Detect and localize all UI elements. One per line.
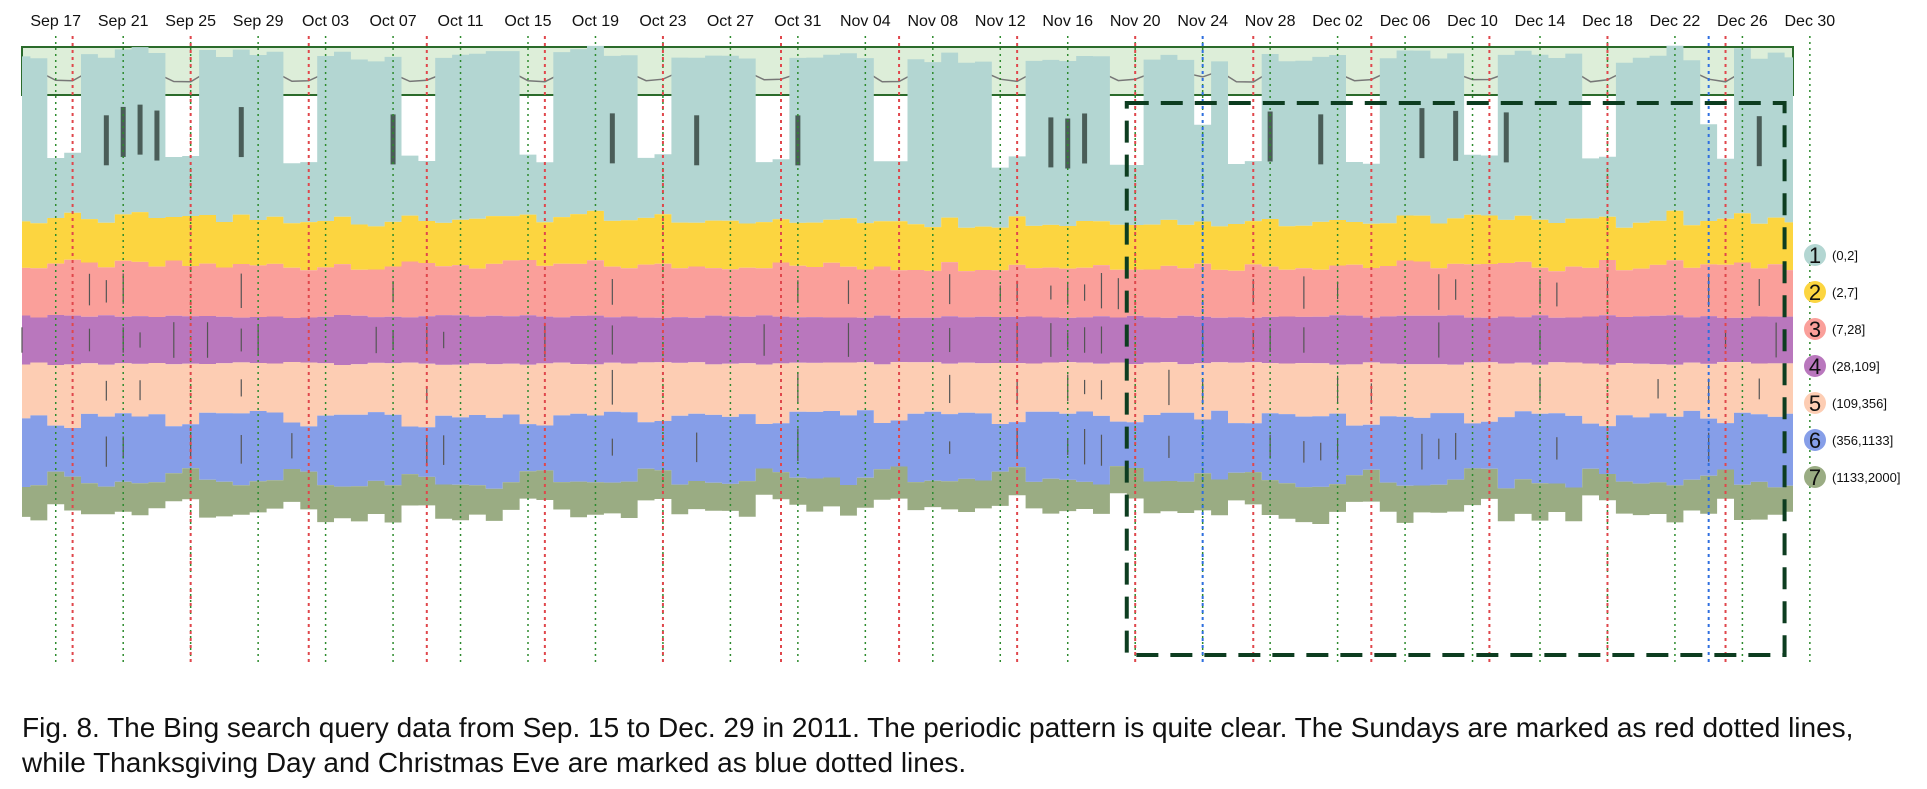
x-tick-label: Nov 04 <box>840 13 891 30</box>
layer-6 <box>22 410 1793 489</box>
stacked-layers <box>22 45 1793 524</box>
box-glyph <box>694 115 700 166</box>
x-tick-label: Nov 28 <box>1245 13 1296 30</box>
figure-caption: Fig. 8. The Bing search query data from … <box>22 712 1854 778</box>
x-tick-label: Oct 23 <box>639 13 686 30</box>
x-tick-label: Dec 02 <box>1312 13 1363 30</box>
layer-5 <box>22 362 1793 428</box>
date-tick-labels: Sep 17 Sep 21 Sep 25 Sep 29 Oct 03 Oct 07 Oct … <box>30 13 1835 30</box>
box-glyph <box>1048 117 1054 168</box>
box-glyph <box>120 106 126 157</box>
x-tick-label: Dec 22 <box>1650 13 1701 30</box>
x-tick-label: Sep 17 <box>30 13 81 30</box>
x-tick-label: Oct 15 <box>504 13 551 30</box>
legend-number: 6 <box>1809 428 1821 453</box>
legend-number: 3 <box>1809 317 1821 342</box>
box-glyph <box>238 107 244 158</box>
x-tick-label: Dec 26 <box>1717 13 1768 30</box>
x-tick-label: Nov 24 <box>1177 13 1228 30</box>
legend-swatch <box>1804 244 1826 266</box>
legend-range: (0,2] <box>1832 248 1858 263</box>
x-tick-label: Oct 31 <box>774 13 821 30</box>
box-glyph <box>609 113 615 164</box>
legend-range: (28,109] <box>1832 359 1880 374</box>
x-tick-label: Oct 27 <box>707 13 754 30</box>
box-glyph <box>1503 112 1509 163</box>
legend-number: 1 <box>1809 243 1821 268</box>
box-glyph <box>1267 111 1273 162</box>
legend-number: 7 <box>1809 465 1821 490</box>
box-glyph <box>1419 108 1425 159</box>
x-tick-label: Dec 10 <box>1447 13 1498 30</box>
x-tick-label: Sep 29 <box>233 13 284 30</box>
layer-3 <box>22 259 1793 318</box>
box-glyph <box>1453 110 1459 161</box>
x-tick-label: Nov 08 <box>907 13 958 30</box>
box-glyph <box>1756 116 1762 167</box>
layer-7 <box>22 466 1793 524</box>
highlight-box <box>1124 101 1787 657</box>
x-tick-label: Nov 20 <box>1110 13 1161 30</box>
x-tick-label: Nov 12 <box>975 13 1026 30</box>
x-tick-label: Sep 21 <box>98 13 149 30</box>
legend-swatch <box>1804 429 1826 451</box>
box-glyph <box>1065 118 1071 169</box>
x-tick-label: Oct 19 <box>572 13 619 30</box>
x-tick-label: Nov 16 <box>1042 13 1093 30</box>
legend-swatch <box>1804 355 1826 377</box>
box-glyph <box>137 104 143 155</box>
legend-range: (7,28] <box>1832 322 1865 337</box>
layer-2 <box>22 210 1793 272</box>
legend-swatch <box>1804 281 1826 303</box>
legend-swatch <box>1804 392 1826 414</box>
legend-number: 2 <box>1809 280 1821 305</box>
box-glyph <box>795 115 801 166</box>
legend: 1 (0,2] 2 (2,7] 3 (7,28] 4 (28,109] 5 (109,356] 6 (… <box>1804 243 1900 490</box>
x-tick-label: Sep 25 <box>165 13 216 30</box>
box-glyph <box>1082 113 1088 164</box>
x-tick-label: Oct 11 <box>438 13 484 30</box>
box-glyph <box>154 110 160 161</box>
x-tick-label: Dec 06 <box>1380 13 1431 30</box>
layer-4 <box>22 315 1793 365</box>
x-tick-label: Dec 14 <box>1515 13 1566 30</box>
legend-range: (356,1133] <box>1832 433 1893 448</box>
layer-1 <box>22 45 1793 228</box>
x-tick-label: Dec 30 <box>1785 13 1836 30</box>
x-tick-label: Oct 07 <box>369 13 416 30</box>
box-glyph <box>1318 114 1324 165</box>
legend-swatch <box>1804 466 1826 488</box>
legend-range: (1133,2000] <box>1832 470 1900 485</box>
bing-query-streamgraph: Sep 17 Sep 21 Sep 25 Sep 29 Oct 03 Oct 07 Oct … <box>21 13 1900 665</box>
legend-number: 5 <box>1809 391 1821 416</box>
box-glyph <box>103 115 109 166</box>
legend-range: (109,356] <box>1832 396 1887 411</box>
legend-swatch <box>1804 318 1826 340</box>
legend-range: (2,7] <box>1832 285 1858 300</box>
legend-number: 4 <box>1809 354 1821 379</box>
x-tick-label: Oct 03 <box>302 13 349 30</box>
x-tick-label: Dec 18 <box>1582 13 1633 30</box>
